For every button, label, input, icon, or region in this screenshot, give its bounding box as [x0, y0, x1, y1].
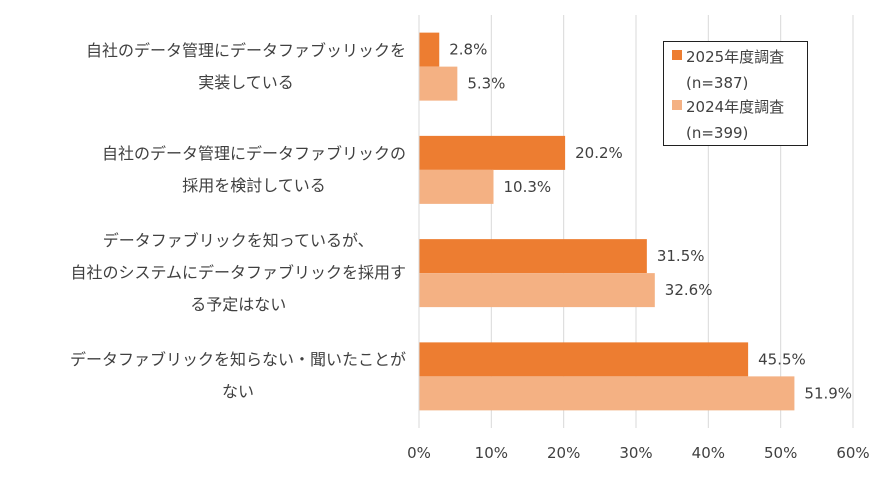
legend-label-2024: 2024年度調査 (n=399): [686, 94, 784, 146]
legend-swatch-2025: [672, 50, 682, 60]
x-tick-label: 60%: [836, 444, 869, 462]
bar: [419, 273, 655, 308]
category-label: 自社のデータ管理にデータファブッリックを 実装している: [86, 35, 406, 99]
data-label: 20.2%: [575, 144, 623, 162]
x-tick-label: 40%: [692, 444, 725, 462]
x-tick-label: 50%: [764, 444, 797, 462]
data-label: 5.3%: [467, 75, 505, 93]
legend: 2025年度調査 (n=387) 2024年度調査 (n=399): [663, 41, 808, 146]
bar: [419, 32, 440, 67]
data-label: 32.6%: [665, 281, 713, 299]
bar: [419, 66, 458, 101]
category-label-line: 採用を検討している: [182, 175, 326, 195]
legend-text-line: 2025年度調査: [686, 48, 785, 66]
legend-item-2025: 2025年度調査 (n=387): [672, 44, 784, 96]
legend-text-line: (n=387): [686, 74, 749, 92]
category-label-line: 自社のシステムにデータファブリックを採用す: [70, 263, 406, 283]
category-label: 自社のデータ管理にデータファブリックの 採用を検討している: [102, 138, 406, 202]
category-label-line: る予定はない: [190, 295, 287, 315]
x-tick-label: 0%: [407, 444, 431, 462]
category-label-line: データファブリックを知っているが、: [102, 231, 374, 251]
category-label: データファブリックを知らない・聞いたことが ない: [70, 344, 406, 408]
category-label-line: ない: [221, 382, 254, 402]
legend-swatch-2024: [672, 100, 682, 110]
bar: [419, 342, 749, 377]
bar: [419, 376, 795, 411]
category-label-line: 自社のデータ管理にデータファブッリックを: [85, 40, 406, 60]
data-label: 31.5%: [657, 247, 705, 265]
x-tick-label: 10%: [475, 444, 508, 462]
legend-text-line: 2024年度調査: [686, 98, 785, 116]
legend-label-2025: 2025年度調査 (n=387): [686, 44, 784, 96]
category-label: データファブリックを知っているが、自社のシステムにデータファブリックを採用す る予…: [70, 225, 406, 321]
data-label: 10.3%: [504, 178, 552, 196]
category-label-line: 実装している: [198, 72, 294, 92]
legend-text-line: (n=399): [686, 124, 749, 142]
legend-item-2024: 2024年度調査 (n=399): [672, 94, 784, 146]
bar: [419, 135, 566, 170]
x-tick-label: 20%: [547, 444, 580, 462]
data-label: 51.9%: [804, 384, 852, 402]
category-label-line: 自社のデータ管理にデータファブリックの: [101, 143, 406, 163]
bar: [419, 169, 494, 204]
category-label-line: データファブリックを知らない・聞いたことが: [69, 350, 406, 370]
data-label: 2.8%: [449, 41, 487, 59]
bar: [419, 239, 647, 274]
data-label: 45.5%: [758, 350, 806, 368]
x-tick-label: 30%: [619, 444, 652, 462]
